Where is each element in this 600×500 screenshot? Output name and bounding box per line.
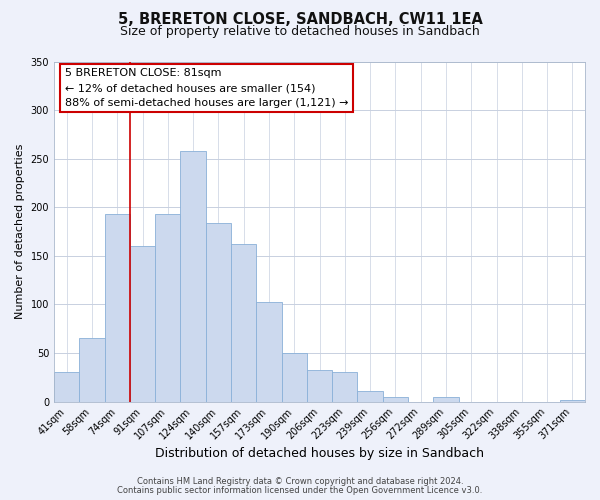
Text: Size of property relative to detached houses in Sandbach: Size of property relative to detached ho… [120,25,480,38]
Bar [332,372,358,402]
Bar [307,370,332,402]
Bar [54,372,79,402]
Text: Contains HM Land Registry data © Crown copyright and database right 2024.: Contains HM Land Registry data © Crown c… [137,477,463,486]
Text: 5 BRERETON CLOSE: 81sqm
← 12% of detached houses are smaller (154)
88% of semi-d: 5 BRERETON CLOSE: 81sqm ← 12% of detache… [65,68,348,108]
Bar [130,246,155,402]
Bar [104,214,130,402]
Bar [181,151,206,402]
Text: Contains public sector information licensed under the Open Government Licence v3: Contains public sector information licen… [118,486,482,495]
Bar [383,396,408,402]
Bar [560,400,585,402]
Text: 5, BRERETON CLOSE, SANDBACH, CW11 1EA: 5, BRERETON CLOSE, SANDBACH, CW11 1EA [118,12,482,28]
Bar [358,391,383,402]
Bar [433,396,458,402]
Y-axis label: Number of detached properties: Number of detached properties [15,144,25,319]
Bar [155,214,181,402]
Bar [206,223,231,402]
Bar [256,302,281,402]
Bar [281,353,307,402]
Bar [79,338,104,402]
X-axis label: Distribution of detached houses by size in Sandbach: Distribution of detached houses by size … [155,447,484,460]
Bar [231,244,256,402]
